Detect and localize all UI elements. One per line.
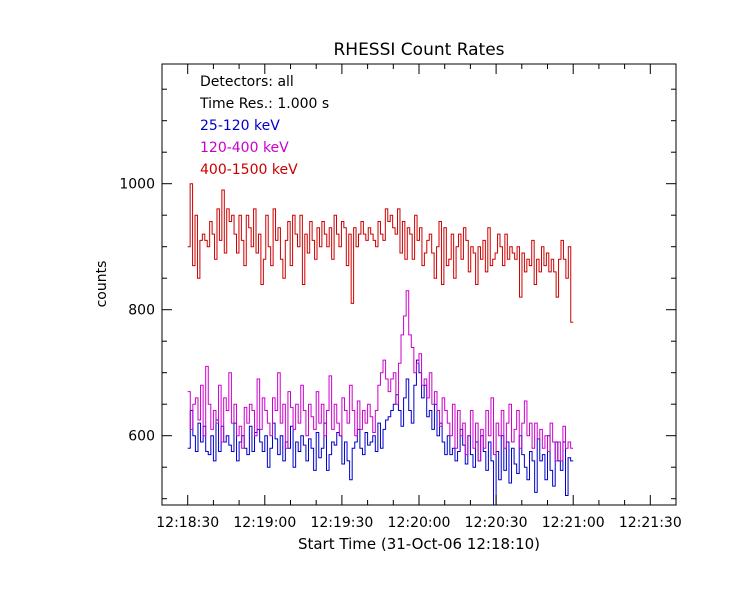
- x-tick-label: 12:19:00: [233, 515, 296, 531]
- x-tick-label: 12:20:30: [465, 515, 528, 531]
- y-tick-label: 800: [128, 303, 155, 319]
- x-tick-label: 12:20:00: [388, 515, 451, 531]
- series-line-1: [187, 359, 574, 506]
- x-tick-label: 12:18:30: [156, 515, 219, 531]
- legend-line-time-res: Time Res.: 1.000 s: [199, 96, 329, 112]
- ticks-layer: 12:18:30 12:19:00 12:19:30 12:20:00 12:20:30…: [119, 64, 682, 531]
- legend-series-2: 120-400 keV: [200, 140, 289, 156]
- series-layer: [187, 183, 574, 506]
- x-tick-label: 12:19:30: [310, 515, 373, 531]
- legend-line-detectors: Detectors: all: [200, 74, 294, 90]
- x-tick-label: 12:21:00: [542, 515, 605, 531]
- legend-series-1: 25-120 keV: [200, 118, 280, 134]
- legend-series-3: 400-1500 keV: [200, 162, 298, 178]
- y-tick-label: 1000: [119, 177, 155, 193]
- chart-title: RHESSI Count Rates: [333, 40, 504, 60]
- y-axis-label: counts: [94, 261, 110, 308]
- legend: Detectors: all Time Res.: 1.000 s 25-120…: [199, 74, 329, 178]
- plot-frame: [161, 63, 677, 506]
- y-tick-label: 600: [128, 429, 155, 445]
- x-axis-label: Start Time (31-Oct-06 12:18:10): [298, 535, 540, 553]
- series-line-3: [187, 183, 574, 323]
- series-line-2: [187, 290, 574, 462]
- x-tick-label: 12:21:30: [619, 515, 682, 531]
